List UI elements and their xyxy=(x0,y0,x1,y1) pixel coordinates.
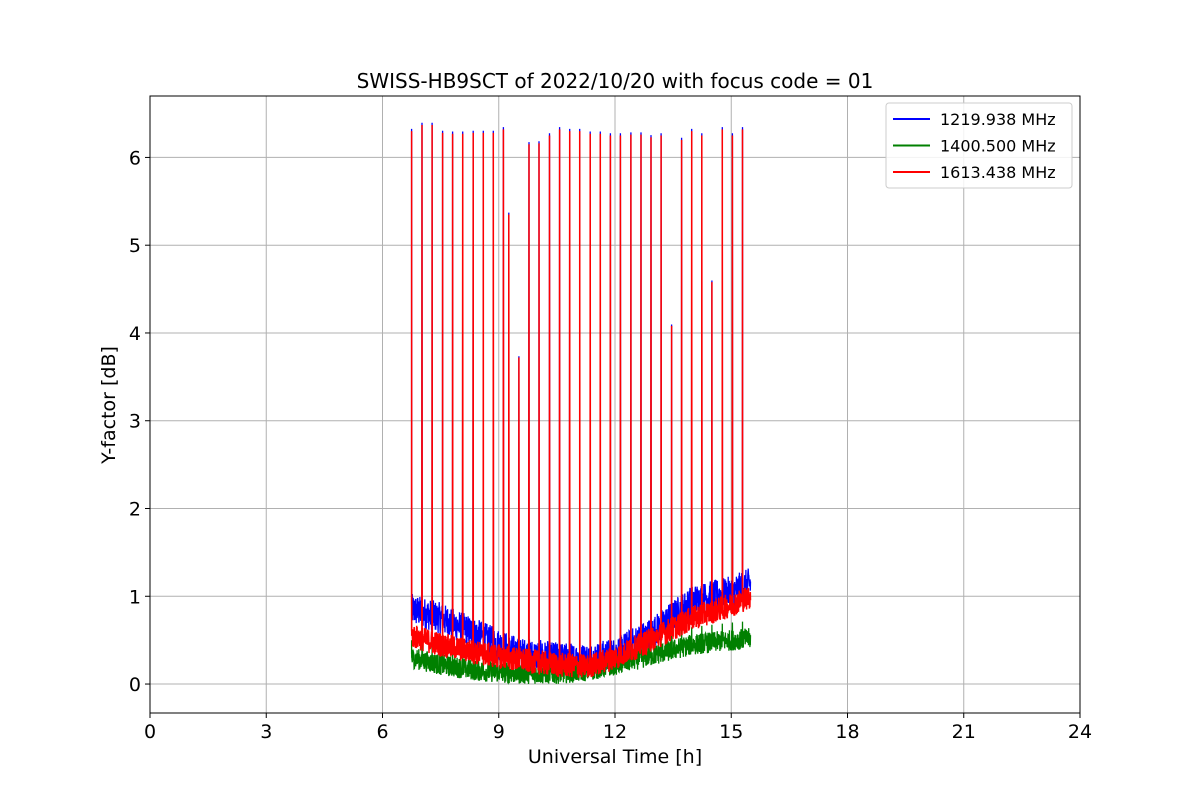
y-tick-label: 1 xyxy=(129,586,141,608)
x-tick-label: 6 xyxy=(376,721,388,743)
legend-label: 1219.938 MHz xyxy=(940,110,1056,129)
x-tick-label: 0 xyxy=(144,721,156,743)
y-axis: 0 1 2 3 4 5 6 xyxy=(129,147,150,696)
legend-label: 1613.438 MHz xyxy=(940,163,1056,182)
x-axis: 0 3 6 9 12 15 18 21 24 xyxy=(144,713,1092,743)
legend-label: 1400.500 MHz xyxy=(940,137,1056,156)
series-1400-500-mhz xyxy=(410,621,752,685)
x-tick-label: 21 xyxy=(952,721,976,743)
legend: 1219.938 MHz 1400.500 MHz 1613.438 MHz xyxy=(885,102,1073,189)
x-tick-label: 12 xyxy=(603,721,627,743)
x-tick-label: 9 xyxy=(493,721,505,743)
plot-area xyxy=(410,122,752,685)
x-tick-label: 24 xyxy=(1068,721,1092,743)
y-tick-label: 4 xyxy=(129,323,141,345)
y-tick-label: 3 xyxy=(129,411,141,433)
x-tick-label: 15 xyxy=(719,721,743,743)
y-tick-label: 0 xyxy=(129,674,141,696)
y-tick-label: 5 xyxy=(129,235,141,257)
x-tick-label: 18 xyxy=(835,721,859,743)
y-tick-label: 2 xyxy=(129,499,141,521)
series-1613-438-mhz xyxy=(410,124,752,678)
y-tick-label: 6 xyxy=(129,147,141,169)
chart-title: SWISS-HB9SCT of 2022/10/20 with focus co… xyxy=(357,69,874,93)
y-axis-label: Y-factor [dB] xyxy=(98,346,120,465)
x-axis-label: Universal Time [h] xyxy=(528,746,702,768)
x-tick-label: 3 xyxy=(260,721,272,743)
legend-box xyxy=(885,102,1073,189)
